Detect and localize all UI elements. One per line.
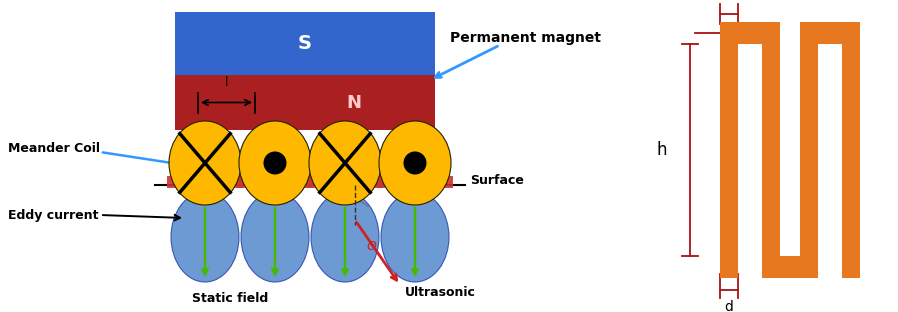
Text: Permanent magnet: Permanent magnet xyxy=(450,31,601,45)
Bar xyxy=(175,12,435,75)
Bar xyxy=(762,44,780,278)
Circle shape xyxy=(403,152,427,174)
Bar xyxy=(175,75,435,130)
Ellipse shape xyxy=(241,192,309,282)
Bar xyxy=(237,176,313,188)
Bar xyxy=(307,176,383,188)
Text: Eddy current: Eddy current xyxy=(8,208,99,222)
Text: l: l xyxy=(224,76,228,89)
Text: Meander Coil: Meander Coil xyxy=(8,142,100,154)
Ellipse shape xyxy=(169,121,241,205)
Text: Θ: Θ xyxy=(367,240,377,253)
Bar xyxy=(762,256,818,278)
Text: N: N xyxy=(347,94,361,111)
Ellipse shape xyxy=(309,121,381,205)
Text: Static field: Static field xyxy=(192,291,269,305)
Text: l: l xyxy=(727,0,731,2)
Bar xyxy=(167,176,243,188)
Bar xyxy=(720,22,780,44)
Text: d: d xyxy=(725,300,734,312)
Ellipse shape xyxy=(171,192,239,282)
Bar xyxy=(800,22,860,44)
Ellipse shape xyxy=(239,121,311,205)
Ellipse shape xyxy=(311,192,379,282)
Circle shape xyxy=(263,152,286,174)
Text: h: h xyxy=(656,141,667,159)
Text: Ultrasonic: Ultrasonic xyxy=(405,286,476,300)
Ellipse shape xyxy=(381,192,449,282)
Ellipse shape xyxy=(379,121,451,205)
Text: Surface: Surface xyxy=(470,174,524,188)
Bar xyxy=(800,22,818,256)
Bar xyxy=(842,22,860,278)
Bar xyxy=(377,176,453,188)
Text: S: S xyxy=(298,34,312,53)
Bar xyxy=(720,44,738,278)
